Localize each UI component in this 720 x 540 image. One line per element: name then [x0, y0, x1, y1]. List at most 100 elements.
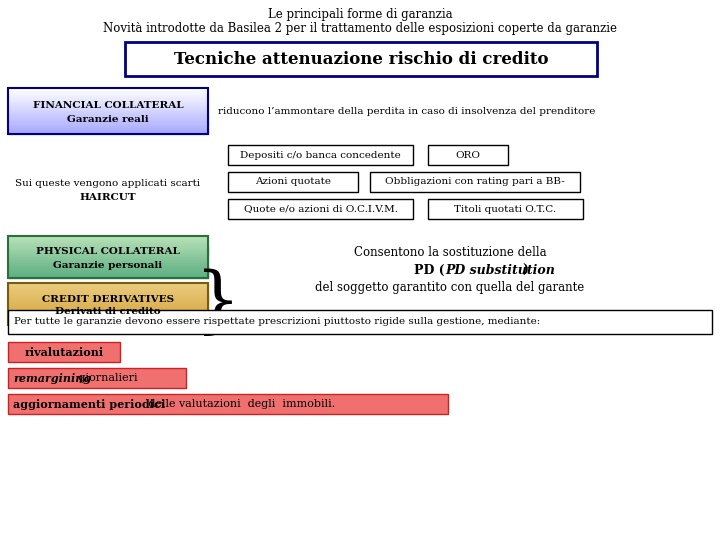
Bar — [8, 300, 208, 302]
Text: }: } — [195, 269, 241, 339]
Bar — [8, 275, 208, 277]
Bar — [8, 287, 208, 288]
Bar — [8, 131, 208, 133]
Bar — [8, 267, 208, 268]
Text: rivalutazioni: rivalutazioni — [24, 347, 104, 357]
FancyBboxPatch shape — [125, 42, 597, 76]
Bar — [8, 261, 208, 262]
Bar — [8, 111, 208, 112]
FancyBboxPatch shape — [428, 199, 583, 219]
Bar — [8, 90, 208, 91]
Text: Tecniche attenuazione rischio di credito: Tecniche attenuazione rischio di credito — [174, 51, 548, 68]
Text: PD (: PD ( — [415, 264, 445, 276]
Bar — [8, 320, 208, 322]
Bar — [8, 126, 208, 128]
Bar — [8, 269, 208, 271]
Text: ORO: ORO — [456, 151, 480, 159]
Bar — [8, 98, 208, 99]
Text: FINANCIAL COLLATERAL: FINANCIAL COLLATERAL — [32, 102, 184, 111]
Bar — [8, 260, 208, 261]
Bar — [8, 315, 208, 316]
Bar — [8, 94, 208, 96]
Bar — [8, 268, 208, 269]
FancyBboxPatch shape — [228, 145, 413, 165]
Bar — [8, 299, 208, 301]
Text: ): ) — [522, 264, 528, 276]
Text: delle valutazioni  degli  immobili.: delle valutazioni degli immobili. — [145, 399, 336, 409]
Bar — [8, 305, 208, 306]
Bar — [8, 112, 208, 113]
Bar — [8, 123, 208, 125]
Bar — [8, 259, 208, 260]
Bar — [8, 117, 208, 119]
Text: PD substitution: PD substitution — [445, 264, 555, 276]
Bar — [8, 307, 208, 308]
Text: riducono l’ammontare della perdita in caso di insolvenza del prenditore: riducono l’ammontare della perdita in ca… — [218, 106, 595, 116]
Bar — [8, 128, 208, 130]
Text: Per tutte le garanzie devono essere rispettate prescrizioni piuttosto rigide sul: Per tutte le garanzie devono essere risp… — [14, 318, 540, 327]
Bar — [8, 124, 208, 126]
Bar — [8, 317, 208, 319]
Text: Novità introdotte da Basilea 2 per il trattamento delle esposizioni coperte da g: Novità introdotte da Basilea 2 per il tr… — [103, 22, 617, 35]
Text: Titoli quotati O.T.C.: Titoli quotati O.T.C. — [454, 205, 557, 213]
Bar — [8, 87, 208, 89]
Bar — [8, 284, 208, 285]
Bar — [8, 132, 208, 134]
Bar — [8, 255, 208, 257]
Bar — [8, 100, 208, 102]
Bar — [8, 296, 208, 298]
Bar — [8, 248, 208, 249]
Bar — [8, 274, 208, 276]
Bar — [8, 258, 208, 259]
Text: Quote e/o azioni di O.C.I.V.M.: Quote e/o azioni di O.C.I.V.M. — [243, 205, 397, 213]
Bar — [8, 290, 208, 292]
Bar — [8, 120, 208, 122]
Bar — [8, 303, 208, 305]
Bar — [8, 253, 208, 255]
Bar — [8, 91, 208, 92]
Bar — [8, 113, 208, 114]
Bar — [8, 321, 208, 323]
Bar — [8, 238, 208, 239]
Bar — [8, 103, 208, 104]
Bar — [8, 235, 208, 237]
Bar — [8, 322, 208, 324]
Bar — [8, 310, 208, 312]
FancyBboxPatch shape — [8, 342, 120, 362]
Bar — [8, 121, 208, 123]
Bar — [8, 292, 208, 294]
Bar — [8, 129, 208, 131]
Bar — [8, 93, 208, 95]
Bar — [8, 306, 208, 307]
Text: remargining: remargining — [13, 373, 91, 383]
Text: Le principali forme di garanzia: Le principali forme di garanzia — [268, 8, 452, 21]
FancyBboxPatch shape — [8, 394, 448, 414]
Text: giornalieri: giornalieri — [75, 373, 138, 383]
Bar — [8, 122, 208, 124]
Text: Derivati di credito: Derivati di credito — [55, 307, 161, 316]
Bar — [8, 316, 208, 318]
Bar — [8, 288, 208, 289]
Text: Depositi c/o banca concedente: Depositi c/o banca concedente — [240, 151, 401, 159]
Bar — [8, 298, 208, 300]
Bar — [8, 308, 208, 309]
Bar — [8, 125, 208, 127]
Text: Garanzie personali: Garanzie personali — [53, 260, 163, 269]
Bar — [8, 102, 208, 103]
Bar — [8, 312, 208, 313]
FancyBboxPatch shape — [428, 145, 508, 165]
Text: Obbligazioni con rating pari a BB-: Obbligazioni con rating pari a BB- — [385, 178, 565, 186]
Bar — [8, 265, 208, 266]
Bar — [8, 105, 208, 106]
Bar — [8, 247, 208, 248]
Bar — [8, 270, 208, 272]
Text: Sui queste vengono applicati scarti: Sui queste vengono applicati scarti — [15, 179, 201, 187]
FancyBboxPatch shape — [228, 199, 413, 219]
Bar — [8, 293, 208, 294]
Bar — [8, 242, 208, 244]
Bar — [8, 282, 208, 284]
Bar — [8, 254, 208, 256]
Bar — [8, 318, 208, 320]
FancyBboxPatch shape — [8, 368, 186, 388]
Bar — [8, 294, 208, 295]
